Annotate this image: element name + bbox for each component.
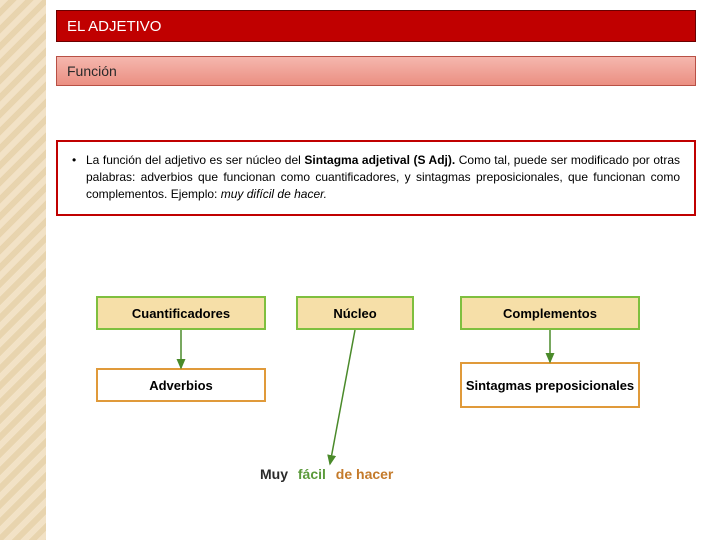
subtitle-bar: Función	[56, 56, 696, 86]
node-complementos-label: Complementos	[503, 306, 597, 321]
node-nucleo-label: Núcleo	[333, 306, 376, 321]
node-cuantificadores-label: Cuantificadores	[132, 306, 230, 321]
node-adverbios: Adverbios	[96, 368, 266, 402]
example-dehacer: de hacer	[336, 466, 394, 482]
title-bar: EL ADJETIVO	[56, 10, 696, 42]
node-nucleo: Núcleo	[296, 296, 414, 330]
para-italic: muy difícil de hacer.	[221, 187, 327, 201]
decorative-left-stripe	[0, 0, 46, 540]
paragraph-body: La función del adjetivo es ser núcleo de…	[86, 152, 680, 202]
node-sintagmas-label: Sintagmas preposicionales	[466, 378, 634, 393]
slide: EL ADJETIVO Función • La función del adj…	[0, 0, 720, 540]
node-cuantificadores: Cuantificadores	[96, 296, 266, 330]
node-adverbios-label: Adverbios	[149, 378, 213, 393]
bullet-icon: •	[72, 152, 86, 202]
subtitle-text: Función	[67, 63, 117, 79]
example-facil: fácil	[298, 466, 326, 482]
para-pre: La función del adjetivo es ser núcleo de…	[86, 153, 304, 167]
para-bold: Sintagma adjetival (S Adj).	[304, 153, 455, 167]
node-complementos: Complementos	[460, 296, 640, 330]
paragraph-box: • La función del adjetivo es ser núcleo …	[56, 140, 696, 216]
example-muy: Muy	[260, 466, 288, 482]
example-phrase: Muy fácil de hacer	[260, 466, 393, 482]
node-sintagmas: Sintagmas preposicionales	[460, 362, 640, 408]
title-text: EL ADJETIVO	[67, 18, 161, 35]
